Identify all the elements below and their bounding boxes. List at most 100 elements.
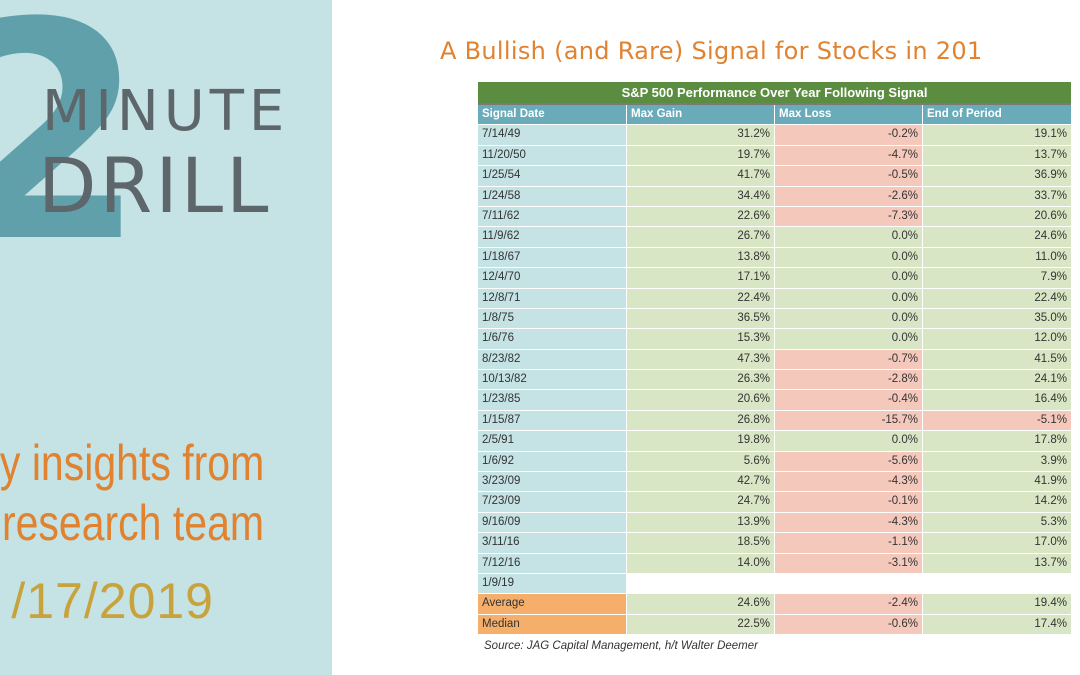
tagline-line-1: ely insights from <box>0 435 264 491</box>
table-row: 9/16/09 13.9% -4.3% 5.3% <box>478 512 1071 534</box>
table-row: 3/23/09 42.7% -4.3% 41.9% <box>478 472 1071 493</box>
table-row: 12/4/70 17.1% 0.0% 7.9% <box>478 268 1071 289</box>
max-loss-cell: -4.7% <box>775 145 923 167</box>
summary-label-cell: Median <box>478 614 627 636</box>
signal-date-cell: 11/9/62 <box>478 227 627 248</box>
max-loss-cell: -0.1% <box>775 492 923 513</box>
max-gain-cell: 13.8% <box>627 247 775 269</box>
signal-date-cell: 12/4/70 <box>478 268 627 289</box>
max-loss-cell: 0.0% <box>775 288 923 309</box>
end-of-period-cell: 24.1% <box>923 370 1071 391</box>
max-gain-cell: 18.5% <box>627 533 775 554</box>
max-loss-cell: -0.7% <box>775 349 923 371</box>
max-gain-cell: 34.4% <box>627 186 775 207</box>
max-loss-cell: 0.0% <box>775 308 923 330</box>
max-gain-cell: 20.6% <box>627 390 775 411</box>
max-loss-cell: -2.6% <box>775 186 923 207</box>
table-row: 1/18/67 13.8% 0.0% 11.0% <box>478 247 1071 269</box>
max-gain-cell: 41.7% <box>627 166 775 187</box>
summary-row: Average 24.6% -2.4% 19.4% <box>478 594 1071 615</box>
table-row: 7/14/49 31.2% -0.2% 19.1% <box>478 125 1071 146</box>
signal-date-cell: 1/15/87 <box>478 410 627 432</box>
column-header-max-loss: Max Loss <box>775 105 923 126</box>
signal-date-cell: 9/16/09 <box>478 512 627 534</box>
source-note: Source: JAG Capital Management, h/t Walt… <box>484 640 758 652</box>
table-row: 8/23/82 47.3% -0.7% 41.5% <box>478 349 1071 371</box>
performance-table: S&P 500 Performance Over Year Following … <box>478 82 1071 636</box>
end-of-period-cell: 35.0% <box>923 308 1071 330</box>
signal-date-cell: 3/23/09 <box>478 472 627 493</box>
table-row: 1/9/19 <box>478 573 1071 595</box>
max-loss-cell: -5.6% <box>775 451 923 473</box>
page-title: A Bullish (and Rare) Signal for Stocks i… <box>440 37 983 65</box>
summary-row: Median 22.5% -0.6% 17.4% <box>478 614 1071 636</box>
summary-max-loss-cell: -0.6% <box>775 614 923 636</box>
max-loss-cell: 0.0% <box>775 227 923 248</box>
table-row: 1/25/54 41.7% -0.5% 36.9% <box>478 166 1071 187</box>
max-gain-cell: 13.9% <box>627 512 775 534</box>
table-row: 7/23/09 24.7% -0.1% 14.2% <box>478 492 1071 513</box>
signal-date-cell: 1/8/75 <box>478 308 627 330</box>
end-of-period-cell: 24.6% <box>923 227 1071 248</box>
max-gain-cell: 22.4% <box>627 288 775 309</box>
summary-max-gain-cell: 24.6% <box>627 594 775 615</box>
summary-label-cell: Average <box>478 594 627 615</box>
end-of-period-cell: 20.6% <box>923 206 1071 228</box>
end-of-period-cell: 5.3% <box>923 512 1071 534</box>
table-row: 10/13/82 26.3% -2.8% 24.1% <box>478 370 1071 391</box>
max-gain-cell: 47.3% <box>627 349 775 371</box>
max-gain-cell: 14.0% <box>627 553 775 574</box>
signal-date-cell: 1/24/58 <box>478 186 627 207</box>
max-loss-cell: 0.0% <box>775 329 923 350</box>
table-row: 1/15/87 26.8% -15.7% -5.1% <box>478 410 1071 432</box>
max-loss-cell: -0.4% <box>775 390 923 411</box>
table-title: S&P 500 Performance Over Year Following … <box>478 82 1071 105</box>
tagline-line-2: 's research team <box>0 495 264 551</box>
empty-result-cell <box>627 573 1071 595</box>
max-loss-cell: 0.0% <box>775 247 923 269</box>
table-row: 2/5/91 19.8% 0.0% 17.8% <box>478 431 1071 452</box>
summary-end-of-period-cell: 17.4% <box>923 614 1071 636</box>
signal-date-cell: 7/14/49 <box>478 125 627 146</box>
end-of-period-cell: 17.8% <box>923 431 1071 452</box>
max-loss-cell: 0.0% <box>775 268 923 289</box>
end-of-period-cell: 17.0% <box>923 533 1071 554</box>
max-loss-cell: -1.1% <box>775 533 923 554</box>
end-of-period-cell: 19.1% <box>923 125 1071 146</box>
end-of-period-cell: 41.9% <box>923 472 1071 493</box>
end-of-period-cell: -5.1% <box>923 410 1071 432</box>
end-of-period-cell: 33.7% <box>923 186 1071 207</box>
end-of-period-cell: 41.5% <box>923 349 1071 371</box>
max-gain-cell: 26.7% <box>627 227 775 248</box>
table-row: 7/12/16 14.0% -3.1% 13.7% <box>478 553 1071 574</box>
max-loss-cell: 0.0% <box>775 431 923 452</box>
signal-date-cell: 11/20/50 <box>478 145 627 167</box>
summary-max-gain-cell: 22.5% <box>627 614 775 636</box>
max-loss-cell: -7.3% <box>775 206 923 228</box>
table-header-row: Signal Date Max Gain Max Loss End of Per… <box>478 105 1071 126</box>
table-row: 11/9/62 26.7% 0.0% 24.6% <box>478 227 1071 248</box>
signal-date-cell: 12/8/71 <box>478 288 627 309</box>
signal-date-cell: 1/6/92 <box>478 451 627 473</box>
signal-date-cell: 1/23/85 <box>478 390 627 411</box>
column-header-end-of-period: End of Period <box>923 105 1071 126</box>
max-gain-cell: 36.5% <box>627 308 775 330</box>
end-of-period-cell: 7.9% <box>923 268 1071 289</box>
end-of-period-cell: 3.9% <box>923 451 1071 473</box>
column-header-max-gain: Max Gain <box>627 105 775 126</box>
publish-date: /17/2019 <box>11 573 214 629</box>
signal-date-cell: 1/6/76 <box>478 329 627 350</box>
max-gain-cell: 26.3% <box>627 370 775 391</box>
signal-date-cell: 10/13/82 <box>478 370 627 391</box>
signal-date-cell: 7/11/62 <box>478 206 627 228</box>
max-loss-cell: -2.8% <box>775 370 923 391</box>
max-gain-cell: 24.7% <box>627 492 775 513</box>
summary-end-of-period-cell: 19.4% <box>923 594 1071 615</box>
max-gain-cell: 17.1% <box>627 268 775 289</box>
end-of-period-cell: 36.9% <box>923 166 1071 187</box>
end-of-period-cell: 14.2% <box>923 492 1071 513</box>
signal-date-cell: 1/25/54 <box>478 166 627 187</box>
max-gain-cell: 22.6% <box>627 206 775 228</box>
table-row: 12/8/71 22.4% 0.0% 22.4% <box>478 288 1071 309</box>
max-loss-cell: -4.3% <box>775 472 923 493</box>
